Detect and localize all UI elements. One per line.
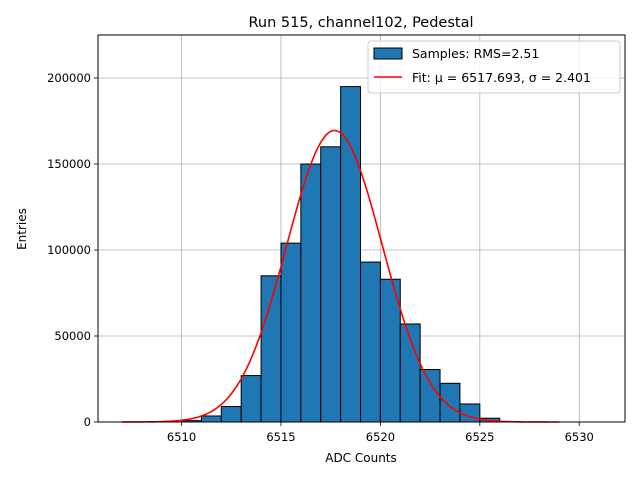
y-tick-label: 150000 bbox=[47, 157, 91, 171]
y-tick-label: 50000 bbox=[54, 329, 91, 343]
legend: Samples: RMS=2.51 Fit: μ = 6517.693, σ =… bbox=[367, 40, 621, 94]
histogram-bar bbox=[260, 275, 282, 423]
legend-swatch-histogram bbox=[373, 47, 403, 60]
legend-label-fit: Fit: μ = 6517.693, σ = 2.401 bbox=[412, 70, 591, 85]
legend-box bbox=[367, 40, 621, 94]
histogram-bar bbox=[280, 242, 302, 423]
y-tick-label: 200000 bbox=[47, 71, 91, 85]
x-tick-label: 6520 bbox=[366, 430, 395, 444]
histogram-bar bbox=[200, 415, 222, 423]
histogram-bar bbox=[360, 261, 381, 423]
fit-curve-layer bbox=[121, 129, 560, 423]
histogram-bars bbox=[181, 86, 521, 423]
x-tick-label: 6510 bbox=[167, 430, 196, 444]
axis-ticks: 6510 6515 6520 6525 6530 0 50000 100000 150000 20… bbox=[47, 71, 594, 444]
fit-curve bbox=[121, 129, 560, 423]
histogram-bar bbox=[439, 382, 461, 423]
x-tick-label: 6530 bbox=[565, 430, 594, 444]
y-tick-label: 0 bbox=[84, 415, 91, 429]
y-tick-label: 100000 bbox=[47, 243, 91, 257]
chart-title: Run 515, channel102, Pedestal bbox=[248, 15, 473, 31]
histogram-bar bbox=[419, 369, 441, 423]
x-tick-label: 6515 bbox=[266, 430, 295, 444]
histogram-bar bbox=[220, 406, 242, 423]
x-tick-label: 6525 bbox=[465, 430, 494, 444]
legend-label-histogram: Samples: RMS=2.51 bbox=[412, 46, 539, 61]
histogram-bar bbox=[300, 163, 322, 423]
histogram-bar bbox=[240, 375, 262, 423]
y-axis-label: Entries bbox=[15, 208, 29, 250]
histogram-bar bbox=[320, 146, 342, 423]
plot-frame bbox=[97, 34, 626, 423]
x-axis-label: ADC Counts bbox=[325, 451, 397, 465]
